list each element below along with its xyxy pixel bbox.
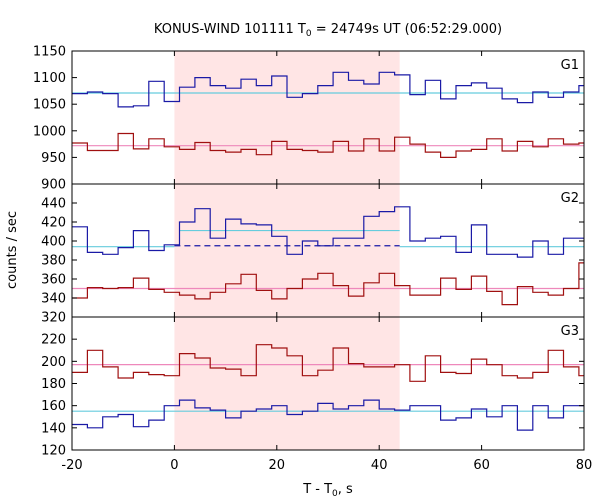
panel-g2-red-series xyxy=(72,262,584,306)
panel-g1-ytick-label: 900 xyxy=(41,178,66,193)
panel-g2-label: G2 xyxy=(561,191,579,206)
panel-g1-fit-lines xyxy=(72,92,584,147)
panel-g2-ytick-label: 320 xyxy=(41,311,66,326)
panel-g2-ytick-label: 420 xyxy=(41,216,66,231)
panel-g3: 120 140 160 180 200 220 G3 xyxy=(41,316,585,459)
panel-g3-ytick-label: 120 xyxy=(41,444,66,459)
panel-g3-blue-series xyxy=(72,399,584,431)
panel-g2-ytick-label: 440 xyxy=(41,197,66,212)
panel-g3-ytick-label: 220 xyxy=(41,333,66,348)
chart-title: KONUS-WIND 101111 T0 = 24749s UT (06:52:… xyxy=(154,22,502,39)
panel-g3-ytick-label: 200 xyxy=(41,355,66,370)
panel-g1-ticks: 900 950 1000 1050 1100 1150 xyxy=(33,45,585,193)
panel-g1-ytick-label: 1150 xyxy=(33,45,66,60)
panel-g2-ytick-label: 380 xyxy=(41,254,66,269)
panel-g3-shaded-interval xyxy=(174,317,400,450)
panel-g1-shaded-interval xyxy=(174,51,400,184)
panel-g1-ytick-label: 950 xyxy=(41,151,66,166)
panel-g1-series xyxy=(72,71,584,158)
xtick-label: 40 xyxy=(371,458,388,473)
panel-g1-ytick-label: 1050 xyxy=(33,98,66,113)
panel-g1: 900 950 1000 1050 1100 1150 G1 xyxy=(33,45,585,193)
panel-g3-ticks: 120 140 160 180 200 220 xyxy=(41,317,585,459)
panel-g1-ytick-label: 1000 xyxy=(33,124,66,139)
panel-g3-ytick-label: 160 xyxy=(41,399,66,414)
x-axis-label: T - T0, s xyxy=(302,482,353,499)
xtick-label: 0 xyxy=(170,458,178,473)
panel-g2: 320 340 360 380 400 420 440 G2 xyxy=(41,183,585,326)
y-axis-label: counts / sec xyxy=(5,211,20,289)
xtick-label: -20 xyxy=(61,458,82,473)
panel-g3-series xyxy=(72,344,584,431)
xtick-label: 80 xyxy=(576,458,593,473)
xtick-label: 20 xyxy=(269,458,286,473)
panel-g3-red-series xyxy=(72,344,584,382)
panel-g2-blue-series xyxy=(72,206,584,258)
panel-g2-ytick-label: 340 xyxy=(41,292,66,307)
panel-g1-red-series xyxy=(72,132,584,158)
panel-g3-ytick-label: 140 xyxy=(41,421,66,436)
panel-g1-ytick-label: 1100 xyxy=(33,71,66,86)
panel-g2-ytick-label: 360 xyxy=(41,273,66,288)
panel-g3-label: G3 xyxy=(561,324,579,339)
panel-g1-label: G1 xyxy=(561,58,579,73)
panel-g2-ytick-label: 400 xyxy=(41,235,66,250)
panel-g2-ticks: 320 340 360 380 400 420 440 xyxy=(41,184,585,326)
xtick-label: 60 xyxy=(473,458,490,473)
x-tick-labels: -20 0 20 40 60 80 xyxy=(61,458,592,473)
panel-g3-ytick-label: 180 xyxy=(41,377,66,392)
panel-g2-series xyxy=(72,206,584,306)
panel-g1-blue-series xyxy=(72,71,584,108)
